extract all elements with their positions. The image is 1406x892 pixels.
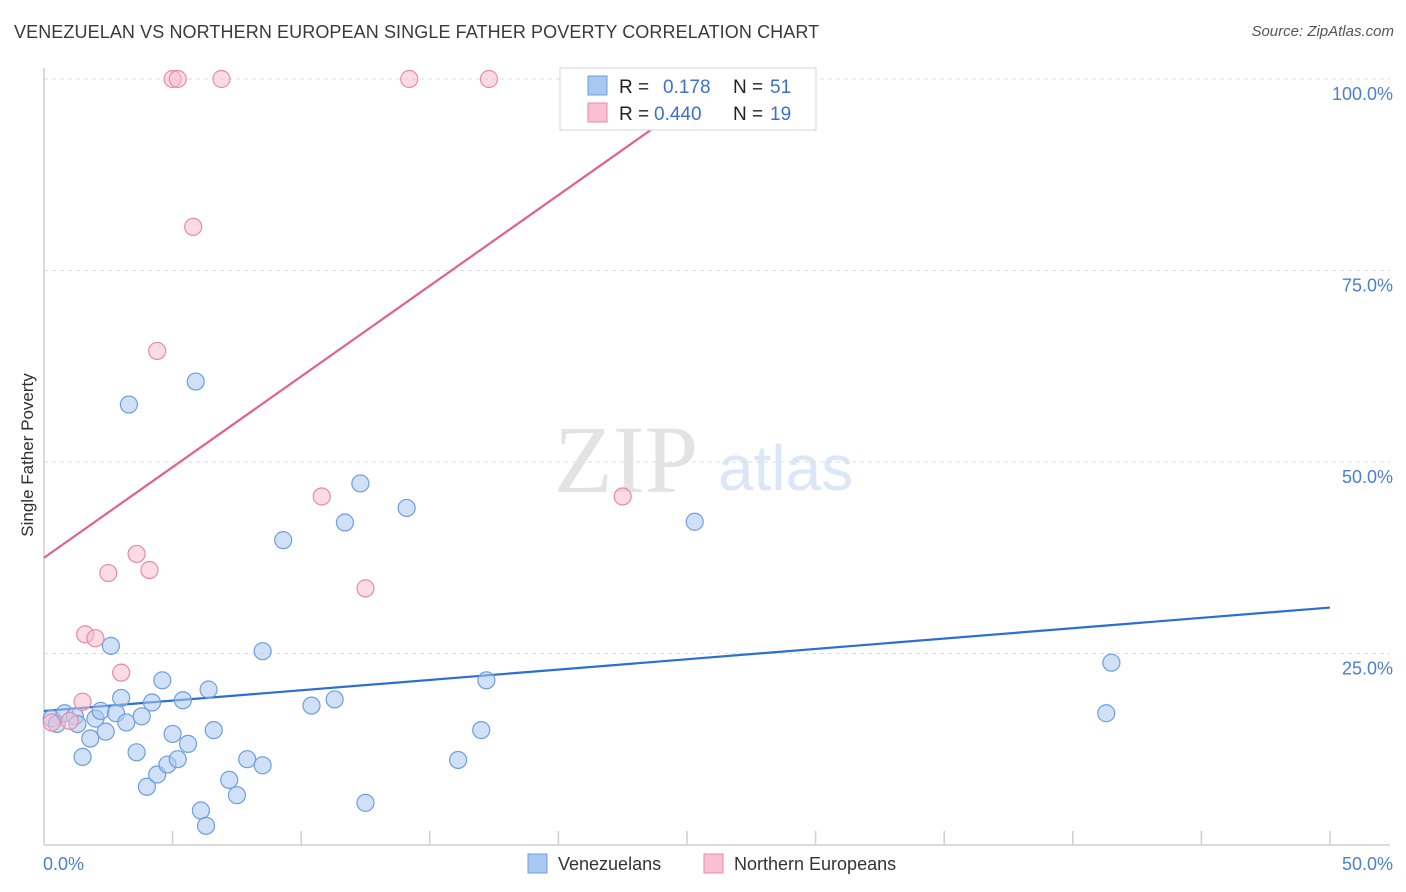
point-venezuelans	[112, 688, 131, 708]
legend-n-value: 51	[770, 77, 791, 98]
watermark-atlas: atlas	[718, 432, 853, 504]
point-venezuelans	[173, 691, 192, 710]
legend-swatch-northern-europeans	[587, 102, 608, 123]
point-venezuelans	[448, 750, 468, 770]
point-northern-europeans	[184, 217, 203, 236]
point-venezuelans	[302, 696, 321, 715]
trend-line-northern-europeans	[43, 112, 675, 559]
point-northern-europeans	[99, 563, 118, 583]
point-venezuelans	[1102, 653, 1121, 672]
series-legend: Venezuelans Northern Europeans	[527, 853, 896, 874]
point-venezuelans	[191, 801, 210, 820]
y-tick-label: 50.0%	[1342, 467, 1393, 487]
point-venezuelans	[397, 498, 416, 518]
point-northern-europeans	[479, 69, 499, 89]
legend-n-label: N =	[733, 77, 763, 98]
point-northern-europeans	[168, 69, 187, 89]
series-legend-label-northern-europeans: Northern Europeans	[734, 854, 896, 874]
point-venezuelans	[132, 707, 151, 726]
point-northern-europeans	[212, 69, 231, 89]
point-venezuelans	[351, 474, 370, 493]
y-axis-label: Single Father Poverty	[18, 373, 37, 537]
x-tick-labels: 0.0% 50.0%	[43, 854, 1393, 874]
point-venezuelans	[101, 636, 120, 655]
point-northern-europeans	[400, 69, 419, 89]
point-northern-europeans	[613, 487, 632, 506]
point-venezuelans	[325, 690, 344, 709]
point-venezuelans	[199, 680, 218, 699]
stats-legend: R = 0.178 N = 51 R = 0.440 N = 19	[559, 67, 817, 131]
x-tick-label: 0.0%	[43, 854, 84, 874]
point-venezuelans	[274, 531, 293, 550]
point-northern-europeans	[73, 692, 92, 711]
series-legend-swatch-northern-europeans	[703, 853, 724, 874]
point-venezuelans	[163, 724, 182, 744]
y-tick-label: 25.0%	[1342, 659, 1393, 679]
point-venezuelans	[81, 729, 100, 748]
point-venezuelans	[685, 512, 704, 531]
point-venezuelans	[220, 770, 239, 789]
point-venezuelans	[238, 750, 257, 769]
point-northern-europeans	[60, 711, 79, 731]
point-venezuelans	[153, 671, 172, 690]
point-venezuelans	[127, 743, 146, 762]
point-northern-europeans	[42, 713, 61, 732]
legend-n-label: N =	[733, 104, 763, 125]
point-venezuelans	[1097, 704, 1116, 723]
legend-r-label: R =	[619, 104, 649, 125]
point-venezuelans	[227, 786, 246, 805]
trend-line-venezuelans	[43, 606, 1331, 713]
point-venezuelans	[204, 720, 223, 740]
point-northern-europeans	[140, 560, 159, 580]
data-points	[42, 69, 1121, 835]
series-legend-swatch-venezuelans	[527, 853, 548, 874]
point-venezuelans	[196, 816, 216, 835]
point-venezuelans	[253, 642, 272, 661]
point-venezuelans	[117, 713, 136, 732]
trend-lines	[43, 112, 1331, 713]
point-venezuelans	[178, 734, 198, 753]
point-venezuelans	[356, 793, 375, 812]
gridlines	[44, 78, 1390, 654]
axes	[43, 68, 1390, 846]
point-venezuelans	[253, 756, 272, 775]
point-northern-europeans	[112, 663, 131, 682]
point-venezuelans	[96, 722, 115, 741]
chart-title: VENEZUELAN VS NORTHERN EUROPEAN SINGLE F…	[14, 22, 820, 42]
point-northern-europeans	[356, 579, 375, 598]
point-northern-europeans	[312, 487, 331, 506]
y-tick-labels: 25.0% 50.0% 75.0% 100.0%	[1332, 84, 1393, 679]
legend-r-value: 0.178	[663, 77, 711, 98]
legend-r-value: 0.440	[654, 104, 702, 125]
point-venezuelans	[91, 701, 110, 721]
point-venezuelans	[137, 777, 156, 796]
legend-r-label: R =	[619, 77, 649, 98]
point-venezuelans	[477, 671, 496, 690]
x-ticks	[171, 831, 1331, 845]
x-tick-label: 50.0%	[1342, 854, 1393, 874]
point-venezuelans	[119, 395, 138, 414]
point-venezuelans	[335, 513, 355, 532]
y-tick-label: 75.0%	[1342, 276, 1393, 296]
legend-n-value: 19	[770, 104, 791, 125]
source-label: Source: ZipAtlas.com	[1251, 23, 1394, 40]
series-legend-label-venezuelans: Venezuelans	[558, 854, 661, 874]
point-northern-europeans	[127, 544, 146, 564]
point-venezuelans	[142, 693, 162, 712]
legend-swatch-venezuelans	[587, 75, 608, 96]
point-northern-europeans	[86, 629, 105, 648]
point-venezuelans	[168, 750, 187, 769]
point-venezuelans	[186, 372, 205, 391]
y-tick-label: 100.0%	[1332, 84, 1393, 104]
point-venezuelans	[73, 747, 92, 767]
point-northern-europeans	[148, 341, 167, 361]
point-venezuelans	[472, 720, 491, 740]
